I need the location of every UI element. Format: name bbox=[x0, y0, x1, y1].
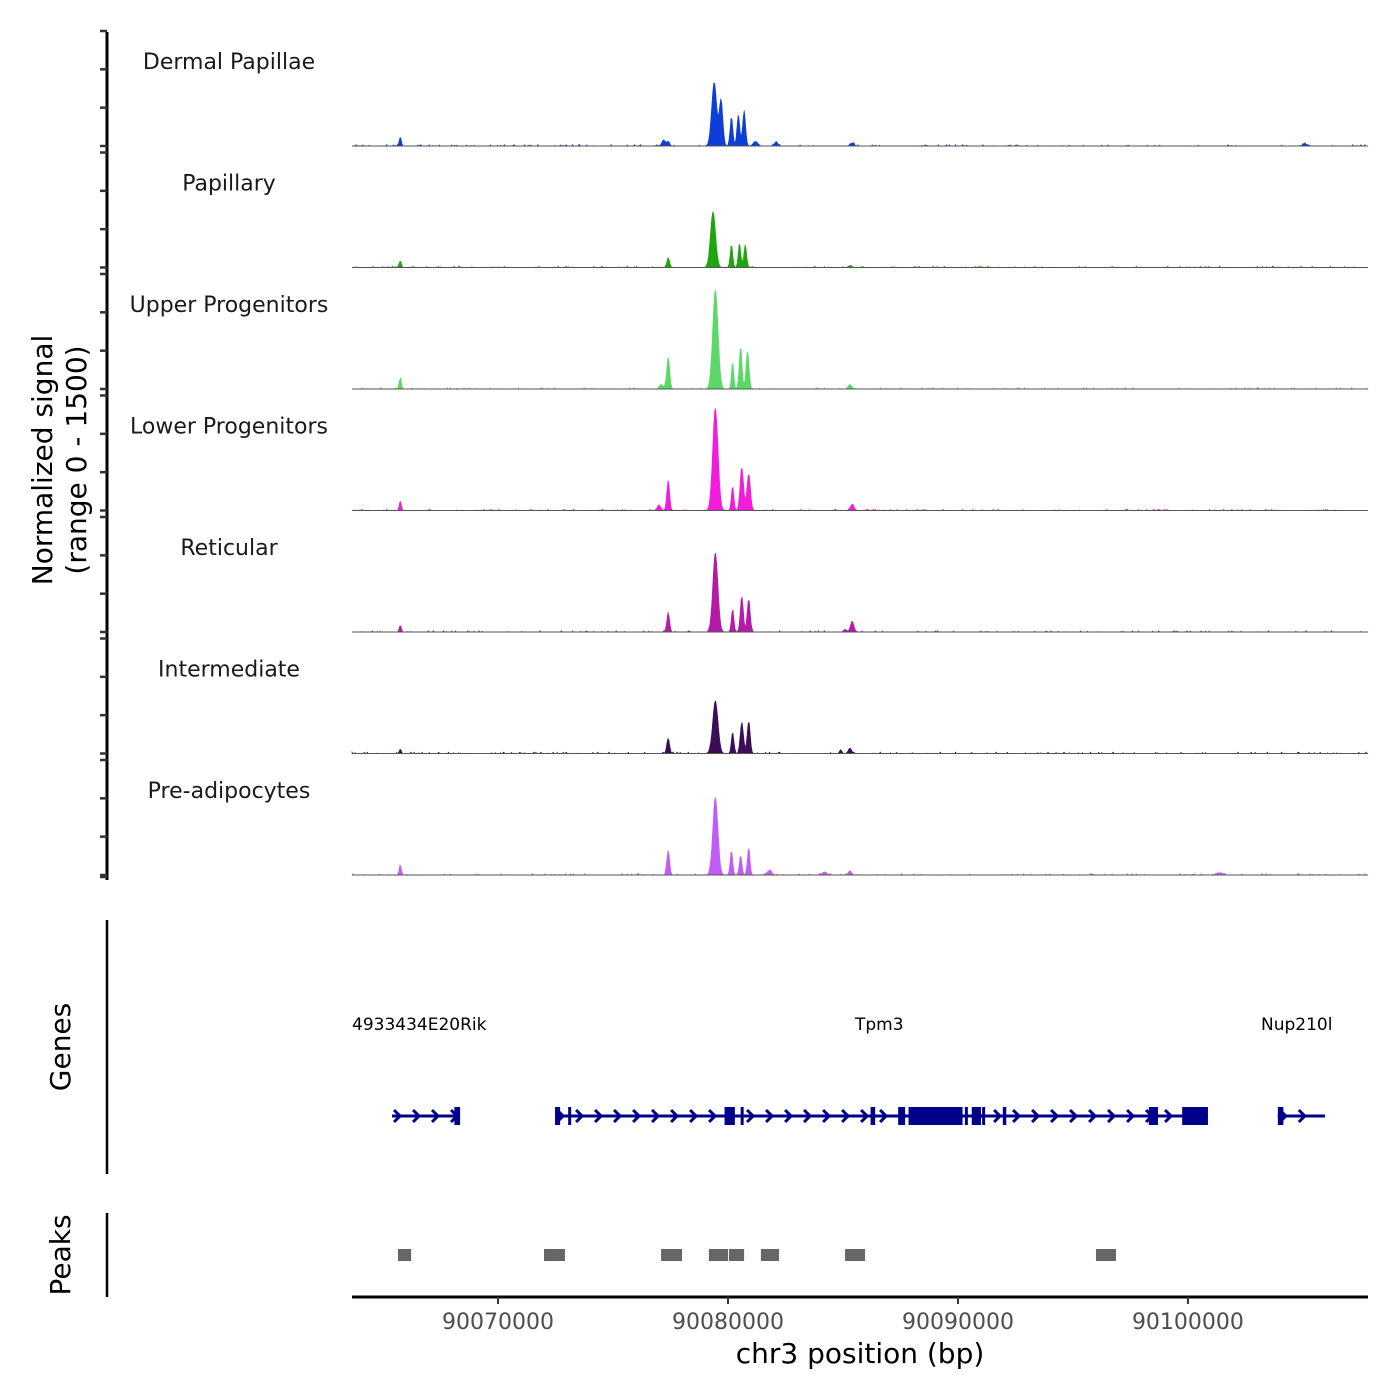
peak-region bbox=[760, 1249, 780, 1261]
track-upper-progenitors: Upper Progenitors bbox=[130, 289, 1369, 390]
strand-arrow bbox=[841, 1108, 851, 1124]
exon bbox=[964, 1107, 968, 1125]
strand-arrow bbox=[1106, 1108, 1117, 1124]
strand-arrow bbox=[765, 1108, 775, 1124]
strand-arrow bbox=[784, 1108, 794, 1124]
strand-arrow bbox=[632, 1108, 642, 1124]
strand-arrow bbox=[822, 1108, 832, 1124]
strand-arrow bbox=[1163, 1108, 1174, 1124]
track-label: Papillary bbox=[182, 172, 276, 197]
x-axis-title: chr3 position (bp) bbox=[736, 1337, 985, 1370]
track-pre-adipocytes: Pre-adipocytes bbox=[148, 779, 1368, 876]
signal-area bbox=[351, 796, 1368, 876]
exon bbox=[555, 1107, 561, 1125]
strand-arrow bbox=[430, 1108, 441, 1124]
exon bbox=[898, 1107, 906, 1125]
strand-arrow bbox=[392, 1108, 403, 1124]
exon bbox=[1148, 1107, 1159, 1125]
strand-arrow bbox=[1030, 1108, 1041, 1124]
track-label: Lower Progenitors bbox=[130, 415, 328, 440]
exon bbox=[908, 1107, 963, 1125]
exon bbox=[1277, 1107, 1284, 1125]
track-dermal-papillae: Dermal Papillae bbox=[143, 50, 1368, 147]
strand-arrow bbox=[575, 1108, 585, 1124]
signal-y-ticks bbox=[100, 29, 107, 879]
y-axis-title-line2: (range 0 - 1500) bbox=[60, 345, 93, 574]
signal-area bbox=[352, 82, 1368, 147]
gene-annotations: 4933434E20Rik Tpm3 Nup210l bbox=[352, 1015, 1332, 1125]
exon bbox=[568, 1107, 572, 1125]
strand-arrow bbox=[689, 1108, 699, 1124]
strand-arrow bbox=[803, 1108, 813, 1124]
strand-arrow bbox=[411, 1108, 422, 1124]
signal-area bbox=[351, 700, 1368, 755]
y-axis-title-line1: Normalized signal bbox=[26, 335, 59, 586]
track-label: Reticular bbox=[180, 536, 278, 561]
strand-arrow bbox=[1087, 1108, 1098, 1124]
track-papillary: Papillary bbox=[182, 172, 1368, 269]
exon bbox=[1002, 1107, 1007, 1125]
gene-tpm3: Tpm3 bbox=[555, 1015, 1208, 1125]
x-tick-label: 90080000 bbox=[672, 1310, 784, 1335]
track-label: Intermediate bbox=[158, 658, 300, 683]
strand-arrow bbox=[993, 1108, 1003, 1124]
exon bbox=[454, 1107, 461, 1125]
track-label: Pre-adipocytes bbox=[148, 779, 311, 804]
track-intermediate: Intermediate bbox=[158, 658, 1368, 755]
exon bbox=[870, 1107, 876, 1125]
gene-nup210l: Nup210l bbox=[1261, 1015, 1332, 1125]
peak-region bbox=[728, 1249, 745, 1261]
y-axis-title: Normalized signal (range 0 - 1500) bbox=[26, 335, 93, 586]
signal-area bbox=[352, 408, 1368, 512]
genes-panel-label: Genes bbox=[44, 1003, 77, 1091]
exon bbox=[982, 1107, 986, 1125]
track-reticular: Reticular bbox=[180, 536, 1368, 633]
strand-arrow bbox=[1049, 1108, 1060, 1124]
exon bbox=[724, 1107, 735, 1125]
x-tick-label: 90070000 bbox=[442, 1310, 554, 1335]
peak-regions bbox=[397, 1249, 1116, 1261]
signal-area bbox=[352, 211, 1368, 269]
signal-area bbox=[352, 289, 1369, 390]
strand-arrow bbox=[1297, 1108, 1307, 1124]
strand-arrow bbox=[613, 1108, 623, 1124]
track-label: Upper Progenitors bbox=[130, 293, 329, 318]
x-tick-label: 90100000 bbox=[1132, 1310, 1244, 1335]
strand-arrow bbox=[1011, 1108, 1022, 1124]
gene-label: Tpm3 bbox=[854, 1015, 904, 1035]
x-axis-ticks: 90070000 90080000 90090000 90100000 bbox=[442, 1297, 1244, 1335]
gene-4933434e20rik: 4933434E20Rik bbox=[352, 1015, 487, 1125]
strand-arrow bbox=[879, 1108, 889, 1124]
strand-arrow bbox=[1125, 1108, 1136, 1124]
gene-label: Nup210l bbox=[1261, 1015, 1332, 1035]
strand-arrow bbox=[651, 1108, 661, 1124]
strand-arrow bbox=[1068, 1108, 1079, 1124]
peak-region bbox=[661, 1249, 683, 1261]
exon bbox=[971, 1107, 981, 1125]
strand-arrow bbox=[670, 1108, 680, 1124]
exon bbox=[740, 1107, 744, 1125]
peak-region bbox=[708, 1249, 728, 1261]
peak-region bbox=[845, 1249, 866, 1261]
gene-label: 4933434E20Rik bbox=[352, 1015, 487, 1035]
track-lower-progenitors: Lower Progenitors bbox=[130, 408, 1368, 512]
strand-arrow bbox=[860, 1108, 870, 1124]
strand-arrow bbox=[708, 1108, 718, 1124]
track-label: Dermal Papillae bbox=[143, 50, 315, 75]
strand-arrow bbox=[594, 1108, 604, 1124]
x-tick-label: 90090000 bbox=[902, 1310, 1014, 1335]
signal-tracks: Dermal Papillae Papillary Upper Progenitor… bbox=[130, 50, 1369, 876]
exon bbox=[1182, 1107, 1208, 1125]
peak-region bbox=[1095, 1249, 1116, 1261]
peak-region bbox=[544, 1249, 565, 1261]
signal-area bbox=[352, 552, 1368, 633]
strand-arrow bbox=[746, 1108, 756, 1124]
peak-region bbox=[397, 1249, 412, 1261]
peaks-panel-label: Peaks bbox=[44, 1214, 77, 1295]
